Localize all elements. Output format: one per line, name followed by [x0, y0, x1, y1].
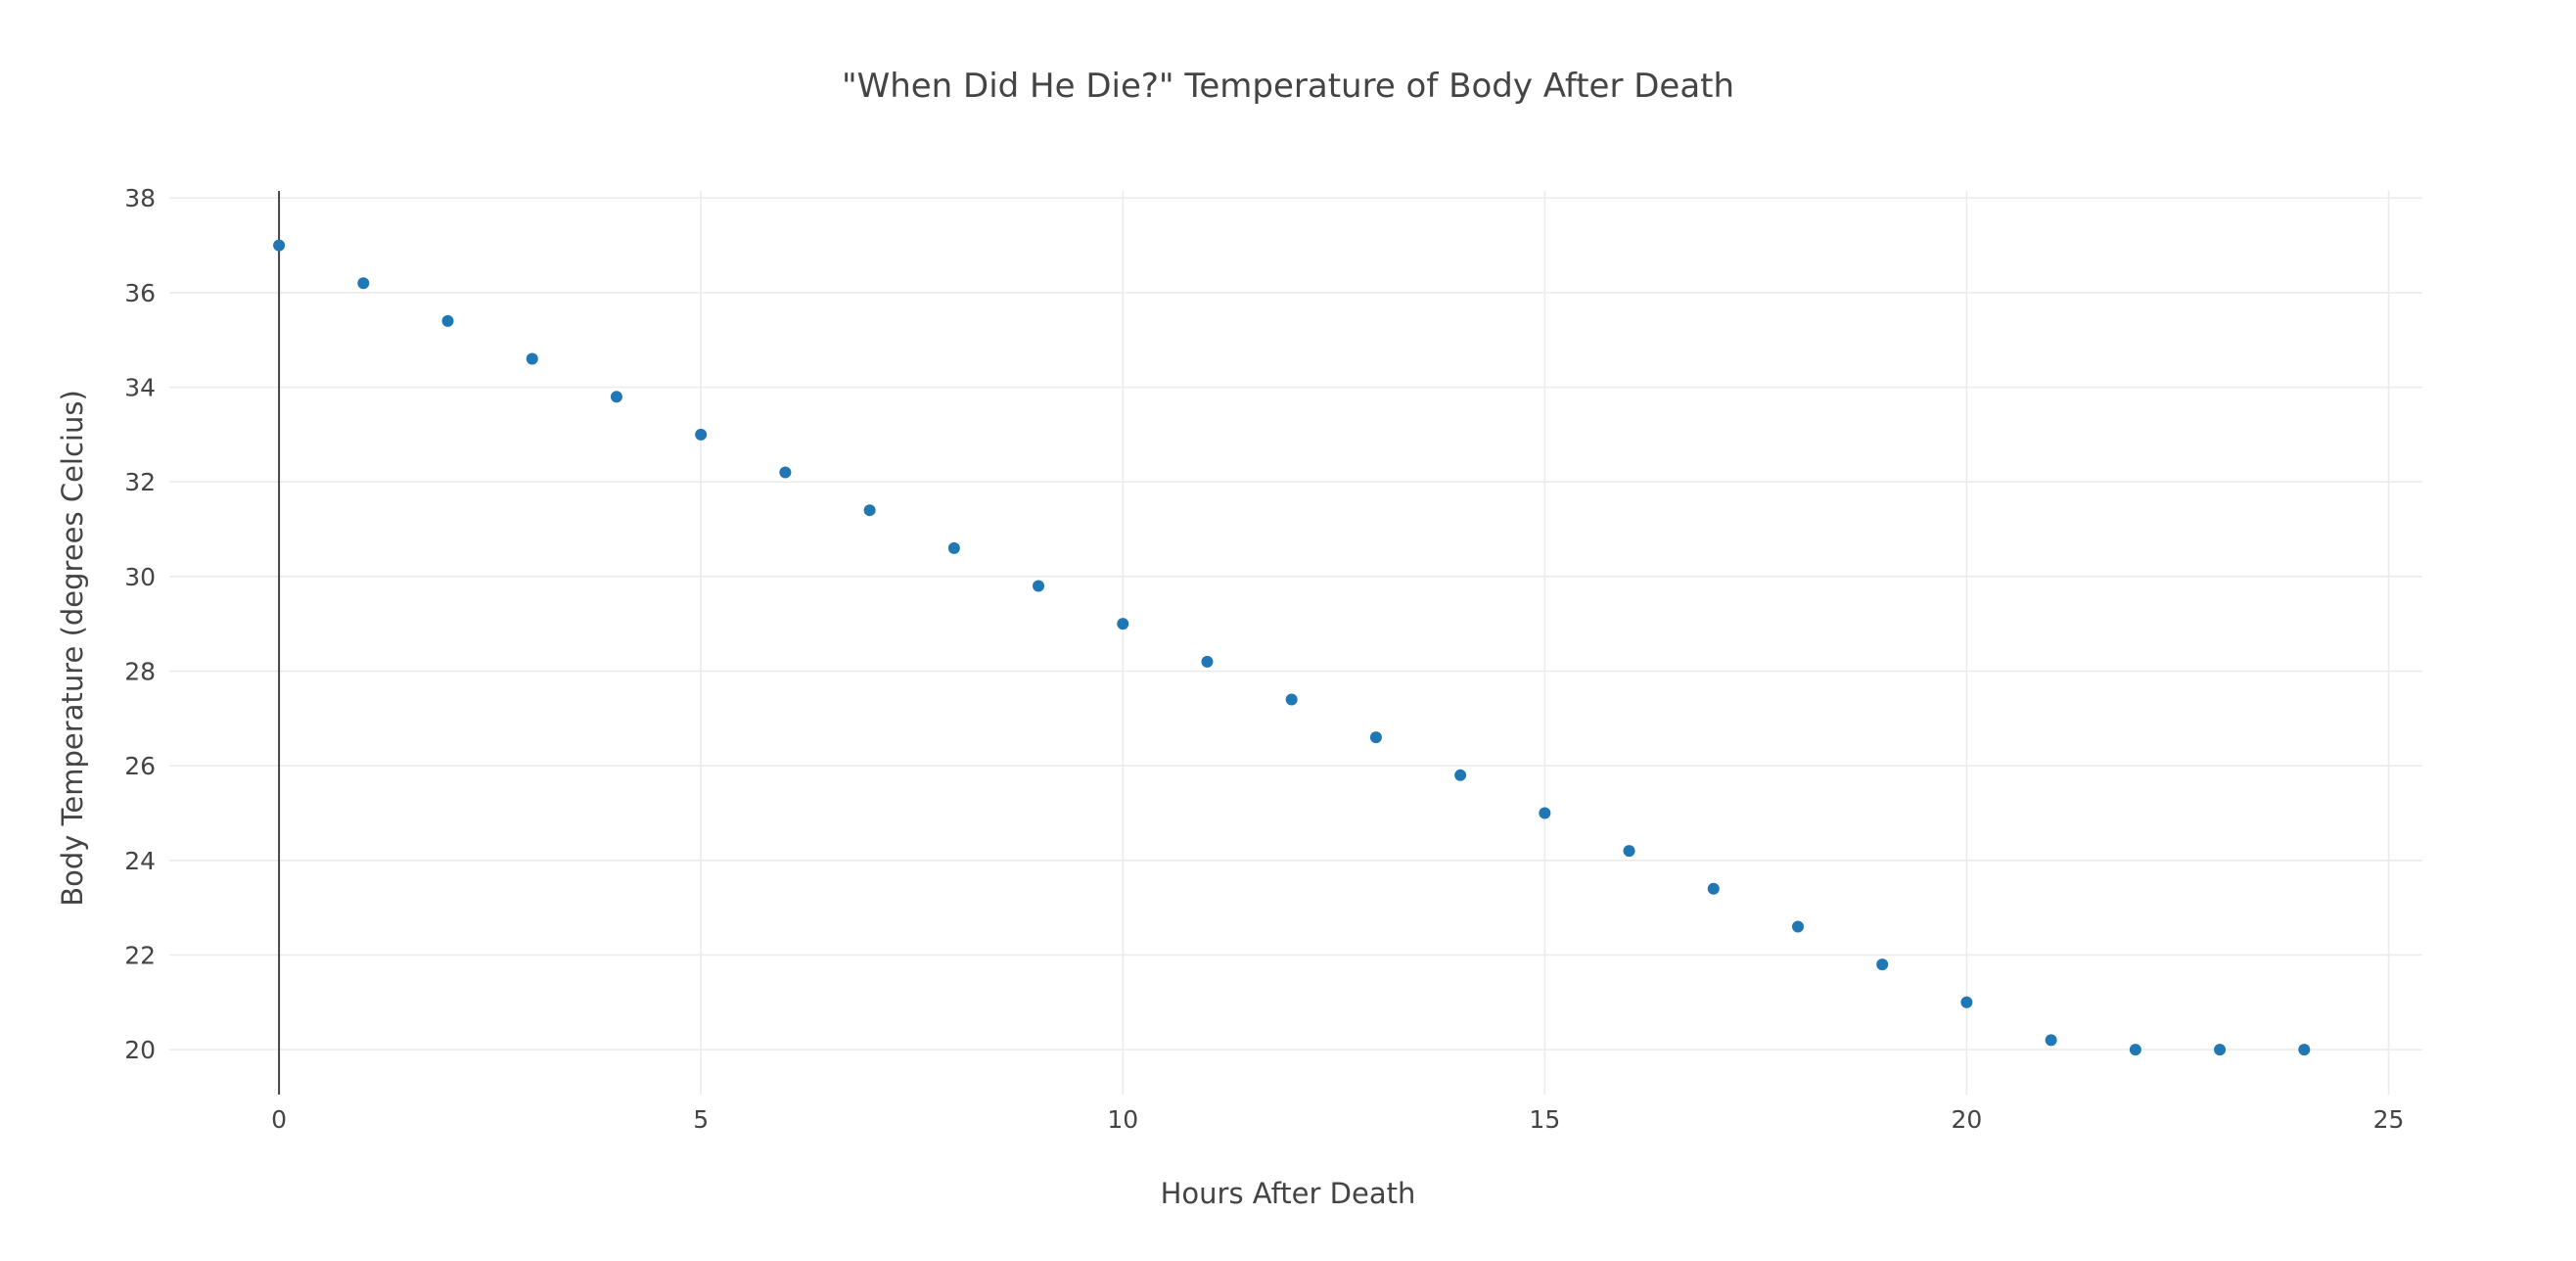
y-tick-label: 34 — [124, 374, 156, 402]
y-tick-label: 22 — [124, 941, 156, 969]
x-tick-label: 20 — [1952, 1105, 1983, 1134]
x-axis-title: Hours After Death — [1161, 1177, 1416, 1210]
data-point — [1960, 996, 1973, 1008]
chart-title: "When Did He Die?" Temperature of Body A… — [842, 67, 1734, 106]
data-point — [441, 314, 454, 327]
y-tick-label: 32 — [124, 468, 156, 496]
y-axis-title: Body Temperature (degrees Celcius) — [56, 390, 89, 907]
y-tick-label: 26 — [124, 752, 156, 780]
data-point — [1539, 807, 1551, 819]
data-point — [273, 239, 286, 252]
data-point — [1791, 920, 1804, 933]
data-point — [1117, 618, 1129, 630]
data-point — [1454, 769, 1467, 781]
y-tick-label: 36 — [124, 279, 156, 307]
data-point — [1707, 882, 1720, 895]
data-point — [357, 277, 370, 290]
data-point — [526, 352, 538, 365]
data-point — [947, 541, 960, 554]
data-point — [2129, 1044, 2141, 1056]
data-point — [2045, 1034, 2057, 1047]
data-point — [1285, 693, 1298, 706]
data-point — [610, 391, 622, 403]
x-tick-label: 10 — [1107, 1105, 1138, 1134]
data-point — [1623, 845, 1635, 858]
y-tick-label: 20 — [124, 1036, 156, 1064]
y-tick-label: 28 — [124, 657, 156, 685]
x-tick-label: 25 — [2373, 1105, 2405, 1134]
data-point — [1033, 580, 1045, 592]
x-tick-label: 15 — [1529, 1105, 1560, 1134]
y-tick-label: 38 — [124, 184, 156, 212]
data-point — [779, 466, 792, 479]
tick-labels: 20 22 24 26 28 30 32 34 36 38 0 5 10 15 20 25 — [124, 184, 2404, 1134]
grid-lines — [169, 191, 2422, 1095]
data-point — [1369, 731, 1382, 744]
data-point — [863, 504, 876, 517]
data-points — [273, 239, 2311, 1056]
y-tick-label: 30 — [124, 563, 156, 591]
data-point — [2214, 1044, 2227, 1056]
y-tick-label: 24 — [124, 847, 156, 875]
data-point — [695, 428, 708, 441]
data-point — [1201, 655, 1214, 668]
x-tick-label: 0 — [271, 1105, 287, 1134]
x-tick-label: 5 — [693, 1105, 709, 1134]
data-point — [1876, 958, 1889, 971]
data-point — [2298, 1044, 2311, 1056]
